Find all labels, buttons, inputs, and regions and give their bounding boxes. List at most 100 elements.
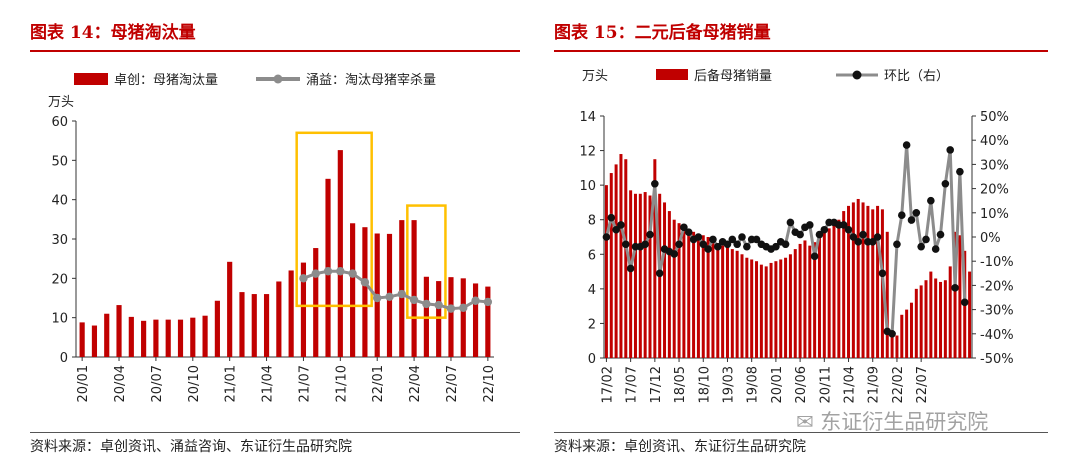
right-line-point-8 (641, 240, 649, 249)
right-line-point-73 (956, 167, 964, 176)
right-bar-21 (706, 237, 710, 358)
left-bar-21/03 (251, 294, 257, 357)
right-line-point-23 (713, 242, 722, 251)
right-line-point-49 (839, 221, 848, 229)
left-y-tick-label: 60 (51, 115, 68, 130)
right-bar-66 (924, 280, 928, 358)
left-y-tick-label: 30 (51, 233, 68, 248)
right-y2-tick-label: -30% (980, 304, 1014, 319)
left-line-point-21/09 (323, 267, 333, 276)
left-bar-21/11 (350, 223, 356, 357)
left-line-point-22/01 (373, 293, 382, 303)
right-line-point-38 (786, 218, 795, 227)
left-line-point-22/04 (409, 295, 419, 305)
right-y-axis-unit: 万头 (582, 69, 608, 84)
right-bar-27 (735, 250, 739, 358)
left-chart-panel: 图表 14：母猪淘汰量 卓创：母猪淘汰量 涌益：淘汰母猪宰杀量 万头 0 10 20 30 4… (0, 0, 520, 470)
right-bar-43 (813, 242, 817, 358)
left-bar-21/06 (288, 270, 294, 357)
left-line-point-21/11 (348, 269, 357, 278)
right-line-point-11 (655, 269, 664, 278)
right-x-tick-label: 17/12 (649, 366, 664, 403)
wechat-icon: ✉ (796, 410, 814, 434)
left-y-axis-unit: 万头 (48, 95, 74, 110)
right-bar-49 (842, 211, 846, 358)
right-bar-29 (745, 257, 749, 358)
left-bar-20/08 (165, 319, 171, 357)
right-bar-14 (672, 219, 676, 358)
right-line-point-53 (859, 230, 867, 239)
right-bar-58 (885, 231, 889, 358)
right-y-tick-label: 8 (588, 214, 596, 229)
legend-bar-swatch (656, 69, 688, 80)
right-bar-7 (638, 193, 642, 358)
right-y2-tick-label: -50% (980, 352, 1014, 367)
legend-line-label: 涌益：淘汰母猪宰杀量 (306, 72, 436, 88)
right-y-tick-label: 12 (579, 145, 596, 160)
right-bar-34 (769, 262, 773, 358)
left-bar-21/01 (227, 261, 233, 357)
watermark: ✉ 东证衍生品研究院 (796, 406, 988, 436)
left-bar-20/06 (141, 320, 147, 357)
right-bar-72 (953, 231, 957, 358)
right-chart-panel: 图表 15：二元后备母猪销量 万头 后备母猪销量 环比（右） 0 2 4 6 8 10 12 14 -… (548, 0, 1080, 470)
right-line-point-25 (723, 240, 732, 249)
right-line-point-26 (728, 235, 737, 244)
legend-bar-label: 卓创：母猪淘汰量 (114, 73, 218, 88)
right-line-point-43 (810, 252, 819, 261)
right-bar-3 (619, 154, 623, 358)
right-bar-46 (827, 228, 831, 358)
left-y-tick-label: 20 (51, 272, 68, 287)
right-bar-31 (755, 261, 759, 358)
right-x-tick-label: 20/01 (770, 366, 785, 403)
left-bar-21/08 (313, 248, 319, 357)
right-bar-28 (740, 254, 744, 358)
left-bar-20/09 (177, 319, 184, 357)
right-bar-36 (779, 259, 783, 358)
right-bar-12 (663, 202, 667, 358)
left-bar-22/10 (485, 286, 491, 357)
legend-bar-label: 后备母猪销量 (694, 68, 772, 84)
left-line-point-22/05 (422, 299, 431, 309)
left-y-tick-label: 0 (60, 351, 68, 366)
right-bar-68 (934, 278, 938, 358)
right-line-point-71 (946, 146, 955, 154)
legend-line-marker (273, 74, 283, 84)
right-bottom-divider (554, 432, 1048, 433)
left-bar-21/04 (263, 294, 270, 357)
right-line-point-40 (796, 230, 804, 239)
left-bar-20/12 (214, 300, 220, 357)
right-y2-tick-label: -20% (980, 279, 1014, 294)
right-line-point-5 (626, 264, 635, 273)
left-bar-21/05 (276, 281, 282, 357)
right-bar-24 (721, 245, 725, 358)
right-line-point-70 (941, 179, 950, 188)
left-chart-title: 图表 14：母猪淘汰量 (30, 23, 196, 43)
left-bar-20/10 (190, 317, 196, 357)
right-bar-2 (614, 164, 618, 358)
left-bar-20/01 (79, 322, 85, 357)
right-line-point-57 (878, 269, 887, 278)
right-line-point-16 (680, 223, 688, 232)
right-bar-51 (851, 202, 855, 358)
right-x-tick-label: 20/06 (794, 366, 809, 403)
right-bar-26 (730, 249, 734, 358)
right-bar-40 (798, 243, 802, 358)
right-line-point-59 (888, 330, 896, 338)
right-x-tick-label: 19/03 (721, 366, 736, 403)
left-bar-20/05 (128, 316, 134, 357)
right-line-point-65 (917, 242, 925, 251)
right-x-tick-label: 19/08 (746, 366, 761, 403)
right-line-point-52 (854, 238, 863, 246)
right-chart-svg: 万头 后备母猪销量 环比（右） 0 2 4 6 8 10 12 14 -50% -40% -30% -20%… (579, 68, 1014, 403)
right-bar-73 (958, 235, 962, 358)
left-line-point-22/10 (483, 297, 493, 307)
right-y-tick-label: 6 (588, 248, 596, 263)
left-line-point-21/12 (360, 278, 370, 287)
right-bar-5 (629, 190, 633, 358)
right-line-point-66 (922, 235, 930, 244)
left-x-tick-label: 20/07 (150, 365, 165, 402)
right-bar-42 (808, 245, 812, 358)
right-line-point-20 (699, 240, 708, 249)
right-y-tick-label: 2 (588, 317, 596, 332)
